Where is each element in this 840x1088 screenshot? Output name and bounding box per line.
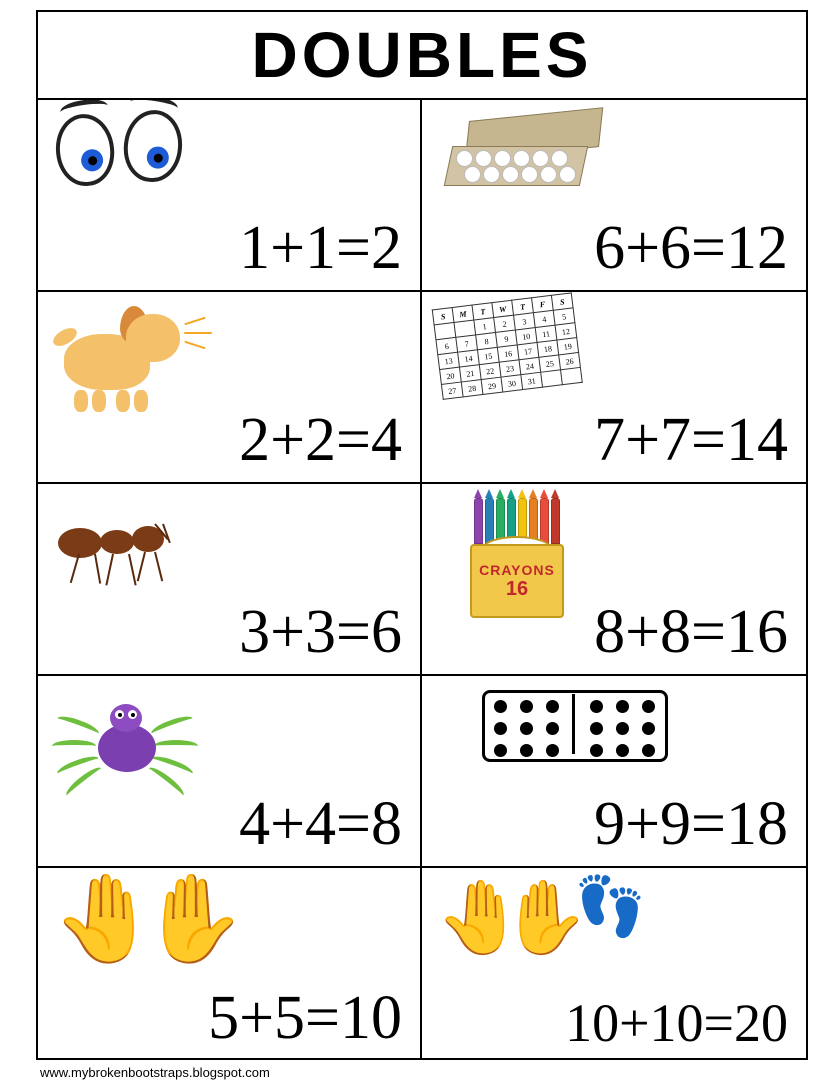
- cell-1: 1+1=2: [38, 100, 422, 292]
- ant-icon: [50, 492, 230, 592]
- equation-3: 3+3=6: [239, 597, 402, 668]
- cell-5: ✋ ✋ 5+5=10: [38, 868, 422, 1060]
- cell-10: ✋ ✋ 👣 10+10=20: [422, 868, 806, 1060]
- equation-9: 9+9=18: [594, 789, 788, 860]
- title-row: DOUBLES: [38, 12, 806, 100]
- hands-icon: ✋ ✋: [50, 876, 250, 976]
- domino-icon: [482, 690, 682, 780]
- crayons-label: CRAYONS: [479, 562, 555, 578]
- egg-carton-icon: [434, 108, 604, 208]
- equation-8: 8+8=16: [594, 597, 788, 668]
- doubles-grid: 1+1=2 6+6=12: [38, 100, 806, 1060]
- dog-icon: [50, 300, 200, 410]
- equation-5: 5+5=10: [208, 983, 402, 1054]
- cell-4: 4+4=8: [38, 676, 422, 868]
- eyes-icon: [50, 108, 200, 198]
- cell-7: SMTWTFS123456789101112131415161718192021…: [422, 292, 806, 484]
- hands-feet-icon: ✋ ✋ 👣: [434, 876, 684, 976]
- crayons-count: 16: [506, 578, 528, 601]
- equation-6: 6+6=12: [594, 213, 788, 284]
- cell-9: 9+9=18: [422, 676, 806, 868]
- equation-4: 4+4=8: [239, 789, 402, 860]
- cell-2: 2+2=4: [38, 292, 422, 484]
- spider-icon: [50, 684, 200, 794]
- equation-1: 1+1=2: [239, 213, 402, 284]
- equation-2: 2+2=4: [239, 405, 402, 476]
- cell-3: 3+3=6: [38, 484, 422, 676]
- footer-url: www.mybrokenbootstraps.blogspot.com: [40, 1065, 270, 1080]
- cell-8: CRAYONS 16 8+8=16: [422, 484, 806, 676]
- calendar-table: SMTWTFS123456789101112131415161718192021…: [432, 292, 583, 400]
- page-title: DOUBLES: [252, 18, 593, 92]
- worksheet: DOUBLES 1+1=2 6+6=12: [36, 10, 808, 1060]
- cell-6: 6+6=12: [422, 100, 806, 292]
- calendar-icon: SMTWTFS123456789101112131415161718192021…: [422, 292, 605, 426]
- equation-10: 10+10=20: [565, 992, 788, 1054]
- equation-7: 7+7=14: [594, 405, 788, 476]
- crayons-icon: CRAYONS 16: [462, 492, 582, 622]
